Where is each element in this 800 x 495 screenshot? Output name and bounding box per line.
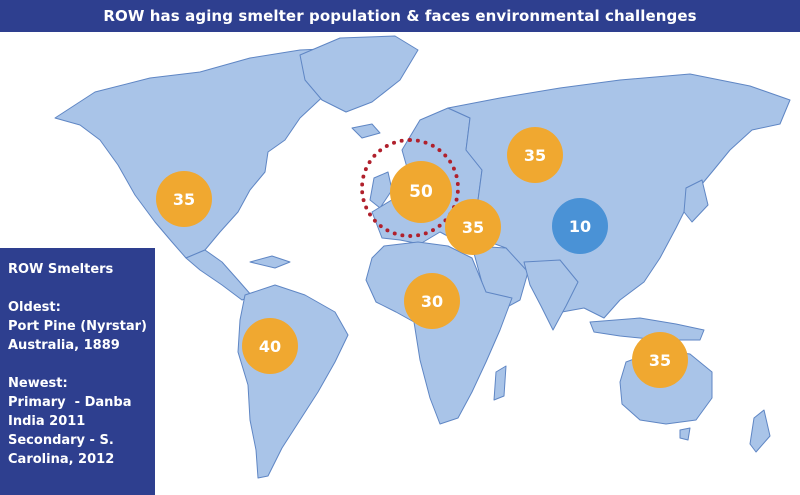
central-america-landmass: [185, 249, 253, 301]
oldest-label: Oldest:: [8, 300, 61, 315]
newest-line-1: Primary - Danba: [8, 395, 132, 410]
india-landmass: [523, 259, 579, 331]
highlight-ring-europe: [360, 138, 460, 238]
panel-spacer: [8, 279, 155, 298]
oldest-line-1: Port Pine (Nyrstar): [8, 319, 147, 334]
new-zealand-landmass: [749, 409, 771, 453]
newest-label: Newest:: [8, 376, 68, 391]
bubble-north-america: 35: [156, 171, 212, 227]
japan-landmass: [683, 179, 709, 223]
map-title: ROW has aging smelter population & faces…: [0, 0, 800, 32]
indonesia-landmass: [589, 317, 705, 341]
panel-spacer: [8, 355, 155, 374]
tasmania-landmass: [679, 427, 691, 441]
smelters-info-panel: ROW Smelters Oldest: Port Pine (Nyrstar)…: [0, 248, 155, 495]
iceland-landmass: [351, 123, 381, 139]
madagascar-landmass: [493, 365, 507, 401]
newest-line-4: Carolina, 2012: [8, 452, 115, 467]
bubble-australia: 35: [632, 332, 688, 388]
bubble-china: 10: [552, 198, 608, 254]
greenland-landmass: [299, 35, 419, 113]
bubble-south-america: 40: [242, 318, 298, 374]
africa-landmass: [365, 241, 513, 425]
world-map: 35 50 35 35 10 30 40 35: [0, 32, 800, 495]
bubble-middle-east: 35: [445, 199, 501, 255]
bubble-europe: 50: [390, 161, 452, 223]
panel-heading: ROW Smelters: [8, 262, 114, 277]
caribbean-landmass: [249, 255, 291, 269]
newest-line-2: India 2011: [8, 414, 86, 429]
bubble-russia: 35: [507, 127, 563, 183]
north-america-landmass: [54, 47, 361, 259]
newest-line-3: Secondary - S.: [8, 433, 114, 448]
oldest-line-2: Australia, 1889: [8, 338, 120, 353]
south-america-landmass: [237, 284, 349, 479]
bubble-africa: 30: [404, 273, 460, 329]
